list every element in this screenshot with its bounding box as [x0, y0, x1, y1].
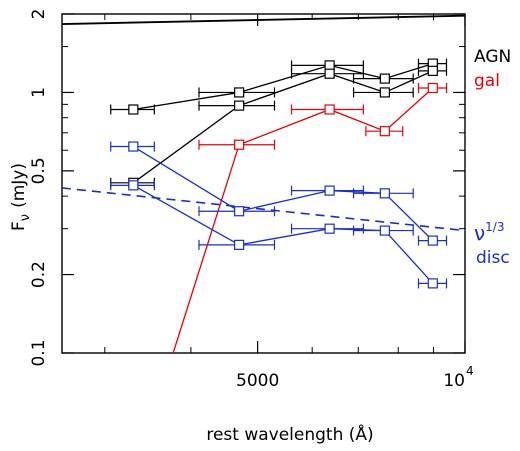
data-point: [379, 126, 390, 137]
data-point: [234, 239, 245, 250]
data-point: [427, 82, 438, 94]
data-point: [324, 60, 335, 71]
data-point: [379, 87, 390, 98]
y-tick-label: 0.2: [29, 261, 49, 288]
data-point: [379, 73, 390, 84]
y-tick-label: 0.5: [29, 157, 49, 184]
series-1: [110, 65, 448, 188]
y-tick-labels: 0.1 0.2 0.5 1 2: [29, 9, 49, 367]
legend-label: ν1/3: [474, 220, 504, 245]
data-point: [427, 235, 438, 246]
plot-frame: [61, 13, 466, 354]
data-point: [234, 100, 245, 111]
legend-label: AGN: [474, 47, 511, 67]
x-tick-label-exponent: 4: [466, 364, 474, 378]
data-point: [379, 188, 390, 199]
legend: AGN gal ν1/3 disc: [474, 47, 511, 268]
minor-ticks: [62, 14, 465, 353]
series-4: [110, 180, 448, 289]
data-point: [234, 87, 245, 98]
y-tick-label: 2: [29, 9, 49, 20]
y-tick-label: 0.1: [29, 339, 49, 366]
series-line: [172, 87, 434, 353]
series-2: [172, 82, 448, 353]
legend-label: gal: [474, 71, 500, 91]
guide-lines: [62, 14, 465, 232]
x-tick-label: 10: [443, 371, 465, 391]
data-point: [128, 180, 139, 191]
data-series: [110, 58, 448, 353]
data-point: [427, 65, 438, 76]
series-0: [110, 58, 448, 115]
y-axis-label: Fν(mJy): [9, 163, 33, 231]
x-tick-labels: 5000 10 4: [236, 364, 474, 391]
series-3: [110, 141, 448, 246]
data-point: [324, 185, 335, 196]
major-ticks: [62, 13, 466, 354]
data-point: [234, 139, 245, 150]
data-point: [324, 104, 335, 115]
data-point: [379, 225, 390, 236]
y-tick-label: 1: [29, 87, 49, 98]
data-point: [324, 68, 335, 79]
series-line: [133, 63, 434, 111]
x-tick-label: 5000: [236, 371, 279, 391]
nu-one-third-guide-line: [62, 187, 465, 232]
x-axis-label: rest wavelength (Å): [206, 423, 373, 445]
data-point: [427, 278, 438, 289]
data-point: [234, 206, 245, 217]
data-point: [128, 104, 139, 115]
data-point: [128, 141, 139, 152]
data-point: [324, 223, 335, 234]
legend-label: disc: [476, 248, 510, 268]
reference-line: [62, 14, 465, 25]
